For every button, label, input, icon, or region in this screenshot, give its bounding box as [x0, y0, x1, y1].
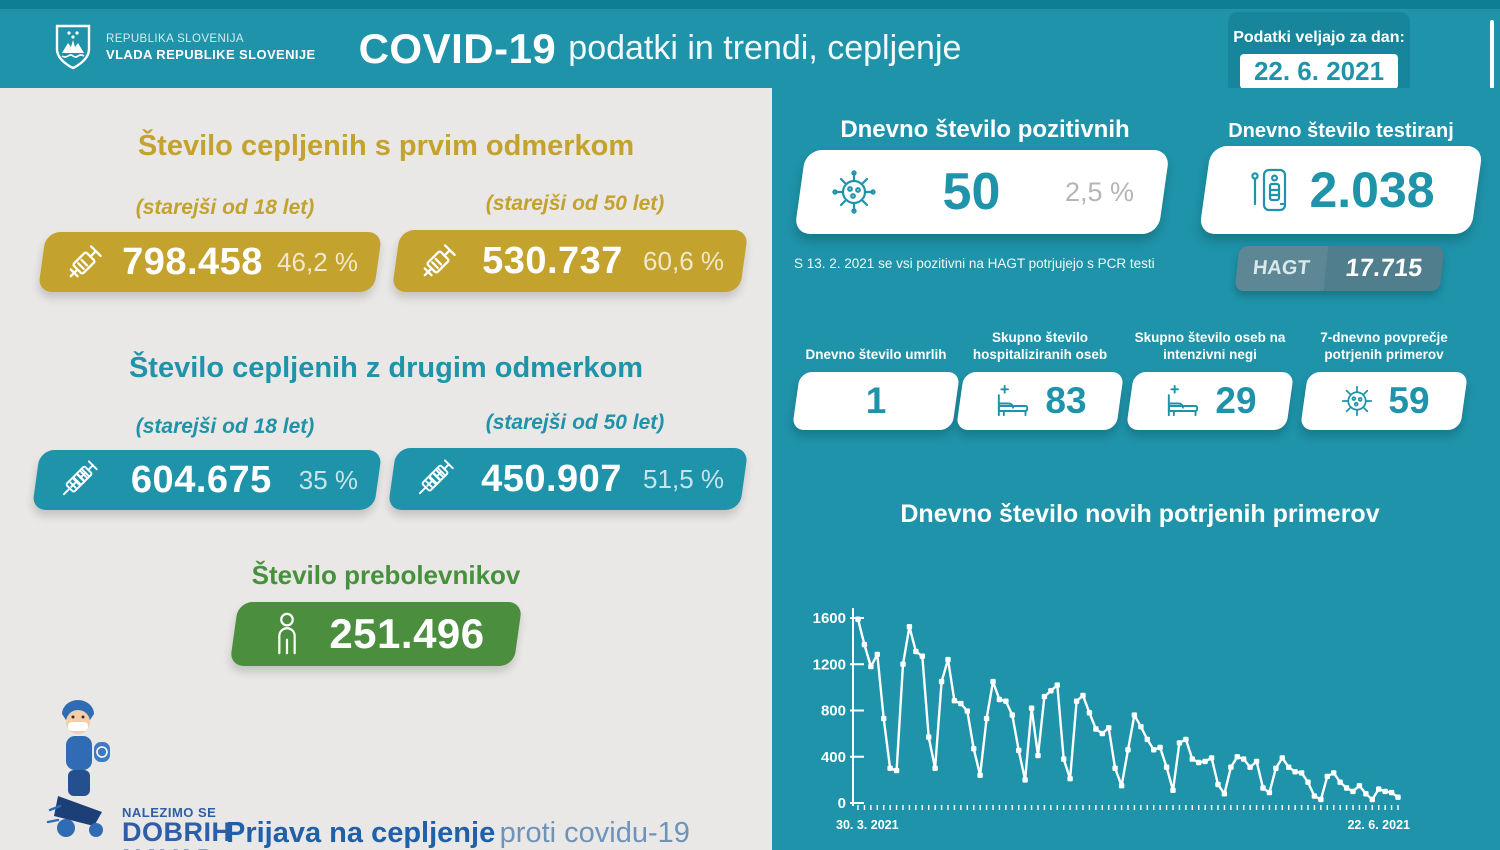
stat-7day-average-label: 7-dnevno povprečje potrjenih primerov [1320, 329, 1448, 363]
header: REPUBLIKA SLOVENIJA VLADA REPUBLIKE SLOV… [0, 9, 1500, 95]
svg-text:800: 800 [821, 703, 846, 720]
recovered-value: 251.496 [329, 610, 485, 657]
cases-line-chart-wrap: 0 400 800 1200 1600 30. 3. 2021 22. 6. 2021 [800, 586, 1472, 844]
page-title: COVID-19 podatki in trendi, cepljenje [280, 9, 1040, 88]
second-dose-18-value: 604.675 [130, 458, 272, 501]
stat-hospitalized: Skupno število hospitaliziranih oseb 83 [955, 326, 1125, 430]
hagt-value: 17.715 [1323, 246, 1445, 291]
first-dose-18-label: (starejši od 18 let) [135, 196, 315, 219]
vaccination-signup-cta: Prijava na cepljenje proti covidu-19 na … [226, 812, 690, 850]
stat-deaths-value: 1 [865, 380, 887, 421]
government-logo-block: REPUBLIKA SLOVENIJA VLADA REPUBLIKE SLOV… [54, 23, 316, 71]
first-dose-50-label: (starejši od 50 let) [485, 192, 665, 215]
second-dose-18-badge: 604.675 35 % [31, 450, 383, 510]
pcr-note: S 13. 2. 2021 se vsi pozitivni na HAGT p… [794, 256, 1155, 271]
government-name: REPUBLIKA SLOVENIJA VLADA REPUBLIKE SLOV… [106, 33, 316, 62]
first-dose-18-value: 798.458 [122, 240, 263, 283]
second-dose-title: Število cepljenih z drugim odmerkom [128, 352, 644, 384]
cases-line-chart: 0 400 800 1200 1600 30. 3. 2021 22. 6. 2021 [813, 608, 1410, 832]
stat-hospitalized-label: Skupno število hospitaliziranih oseb [972, 329, 1108, 363]
top-strip [0, 0, 1500, 9]
government-name-line2: VLADA REPUBLIKE SLOVENIJE [106, 46, 316, 62]
second-dose-50-percent: 51,5 % [643, 463, 724, 494]
recovered-title: Število prebolevnikov [251, 560, 521, 590]
stat-7day-average-value: 59 [1388, 380, 1430, 421]
second-dose-50-label: (starejši od 50 let) [485, 411, 665, 434]
hospital-bed-icon [1168, 385, 1199, 417]
vaccination-panel: Število cepljenih s prvim odmerkom (star… [0, 88, 772, 850]
svg-text:22. 6. 2021: 22. 6. 2021 [1347, 818, 1410, 832]
first-dose-50-badge: 530.737 60,6 % [391, 230, 749, 292]
first-dose-50-value: 530.737 [482, 239, 623, 282]
report-date-label: Podatki veljajo za dan: [1233, 29, 1405, 46]
double-syringe-icon [418, 459, 454, 495]
second-dose-18-percent: 35 % [298, 464, 358, 495]
stat-deaths-label: Dnevno število umrlih [805, 347, 947, 363]
vaccination-mascot [46, 700, 110, 837]
cases-chart-title: Dnevno število novih potrjenih primerov [900, 500, 1380, 528]
first-dose-18-badge: 798.458 46,2 % [37, 232, 383, 292]
virus-icon [1342, 385, 1373, 417]
svg-text:1200: 1200 [813, 656, 846, 673]
recovered-badge: 251.496 [229, 602, 523, 666]
syringe-icon [69, 245, 102, 278]
stat-icu-value: 29 [1215, 380, 1257, 421]
second-dose-18-label: (starejši od 18 let) [135, 415, 315, 438]
svg-text:30. 3. 2021: 30. 3. 2021 [836, 818, 899, 832]
first-dose-50-percent: 60,6 % [643, 245, 724, 276]
campaign-slogan: NALEZIMO SE DOBRIH NAVAD [122, 806, 232, 850]
page-title-rest: podatki in trendi, cepljenje [568, 29, 962, 67]
campaign-slogan-line2: DOBRIH [122, 817, 232, 847]
syringe-icon [423, 244, 456, 277]
hagt-tests-badge: HAGT 17.715 [1234, 246, 1445, 291]
slovenia-coat-of-arms-icon [55, 24, 91, 70]
hagt-label: HAGT [1234, 246, 1329, 291]
stat-icu: Skupno število oseb na intenzivni negi 2… [1125, 326, 1295, 430]
hospital-bed-icon [998, 385, 1029, 417]
cta-light-text: proti covidu-19 [499, 817, 690, 849]
virus-icon [832, 170, 876, 214]
double-syringe-icon [62, 460, 98, 496]
second-dose-50-badge: 450.907 51,5 % [387, 448, 749, 510]
second-dose-50-value: 450.907 [481, 457, 622, 500]
daily-tests-title: Dnevno število testiranj [1228, 120, 1454, 142]
test-cassette-icon [1251, 168, 1287, 212]
government-name-line1: REPUBLIKA SLOVENIJA [106, 32, 244, 45]
report-date-value: 22. 6. 2021 [1239, 54, 1399, 89]
decorative-edge-accent [1490, 20, 1494, 89]
stat-7day-average: 7-dnevno povprečje potrjenih primerov 59 [1299, 326, 1469, 430]
daily-positive-percent: 2,5 % [1064, 176, 1134, 207]
cta-bold-text: Prijava na cepljenje [226, 817, 496, 849]
campaign-slogan-line3: NAVAD [122, 846, 232, 850]
daily-positive-card: 50 2,5 % [794, 150, 1170, 234]
svg-text:1600: 1600 [813, 610, 846, 627]
campaign-slogan-line1: NALEZIMO SE [122, 805, 217, 820]
stat-deaths: Dnevno število umrlih 1 [791, 326, 961, 430]
svg-text:0: 0 [838, 795, 846, 812]
daily-tests-value: 2.038 [1309, 162, 1435, 218]
daily-data-panel: Dnevno število pozitivnih 50 2,5 % [772, 88, 1500, 850]
daily-positive-value: 50 [942, 163, 1001, 221]
report-date-box: Podatki veljajo za dan: 22. 6. 2021 [1228, 12, 1410, 95]
svg-text:400: 400 [821, 749, 846, 766]
person-icon [278, 612, 297, 655]
stat-icu-label: Skupno število oseb na intenzivni negi [1134, 329, 1286, 363]
first-dose-title: Število cepljenih s prvim odmerkom [137, 130, 635, 162]
stat-hospitalized-value: 83 [1045, 380, 1087, 421]
daily-tests-card: 2.038 [1198, 146, 1484, 234]
daily-positive-title: Dnevno število pozitivnih [840, 116, 1130, 143]
page-title-bold: COVID-19 [358, 24, 557, 72]
first-dose-18-percent: 46,2 % [277, 246, 358, 277]
